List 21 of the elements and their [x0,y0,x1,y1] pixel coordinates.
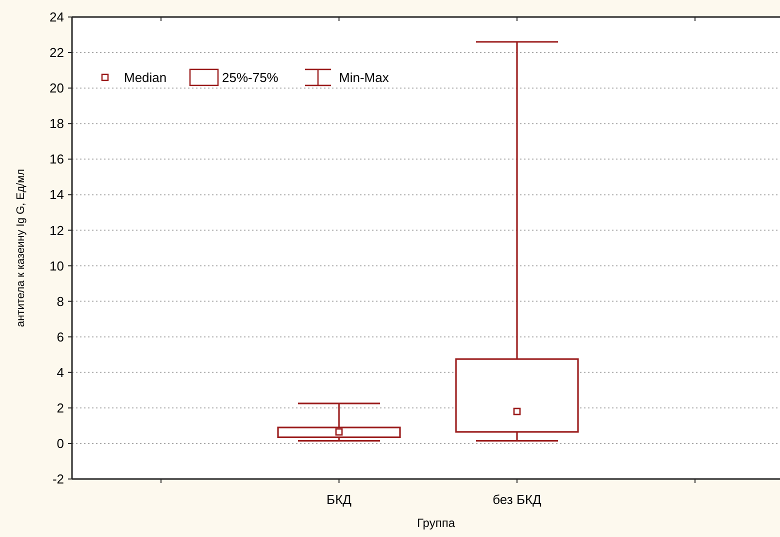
y-tick-label: 10 [50,258,64,274]
x-tick-label: без БКД [492,492,542,507]
y-tick-label: 4 [56,364,64,380]
y-axis-title: антитела к казеину Ig G, Ед/мл [15,168,27,328]
annotation: 25%-75% [222,70,279,85]
y-tick-label: 2 [56,400,64,416]
y-tick-label: 8 [56,294,64,309]
annotation: Median [124,70,167,85]
y-tick-label: 20 [50,80,64,96]
y-tick-label: 16 [50,152,64,167]
y-tick-label: 18 [50,116,64,132]
y-tick-label: 12 [50,222,64,238]
x-axis-title: Группа [416,516,456,530]
y-tick-label: 22 [50,45,64,60]
x-tick-label: БКД [326,492,352,507]
y-tick-label: -2 [52,472,64,487]
y-tick-label: 0 [56,436,64,452]
y-tick-label: 24 [50,10,64,25]
y-tick-label: 6 [56,329,64,344]
annotation: Min-Max [339,70,390,85]
y-tick-label: 14 [50,187,64,202]
